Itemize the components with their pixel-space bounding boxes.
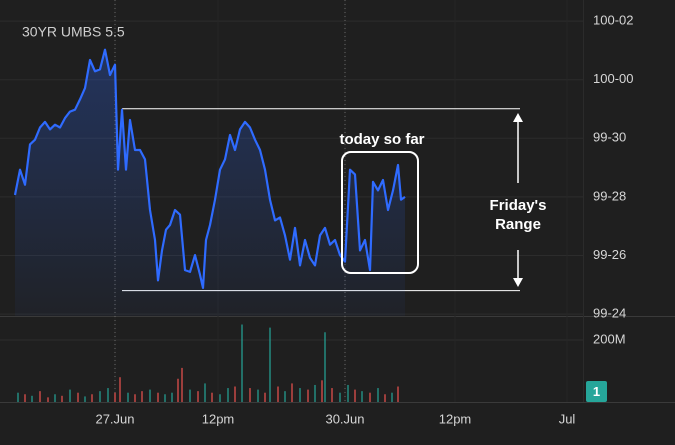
badge: 1 <box>586 381 607 402</box>
x-tick-label: 27.Jun <box>95 411 134 426</box>
volume-bar <box>171 392 173 402</box>
arrow-up-head <box>513 113 523 122</box>
volume-bar <box>257 389 259 402</box>
volume-bar <box>324 332 326 402</box>
volume-bar <box>77 392 79 402</box>
volume-bar <box>397 386 399 402</box>
x-tick-label: Jul <box>559 411 576 426</box>
volume-bar <box>234 386 236 402</box>
volume-bar <box>114 392 116 402</box>
volume-bar <box>241 324 243 402</box>
volume-bar <box>264 392 266 402</box>
volume-tick-label: 200M <box>593 331 626 346</box>
range-label: Friday's Range <box>489 197 547 233</box>
volume-bar <box>61 395 63 402</box>
highlight-box <box>341 151 419 274</box>
volume-bar <box>339 392 341 402</box>
volume-bar <box>189 389 191 402</box>
volume-bar <box>361 391 363 402</box>
volume-bar <box>314 384 316 402</box>
volume-bar <box>149 389 151 402</box>
volume-bar <box>181 367 183 402</box>
y-tick-label: 100-00 <box>593 71 633 86</box>
volume-bar <box>291 383 293 402</box>
volume-bar <box>107 388 109 402</box>
x-tick-label: 12pm <box>439 411 472 426</box>
volume-bar <box>284 391 286 402</box>
volume-bar <box>331 388 333 402</box>
volume-bar <box>219 394 221 402</box>
volume-bar <box>321 380 323 402</box>
y-tick-label: 99-28 <box>593 188 626 203</box>
volume-bar <box>69 389 71 402</box>
volume-bar <box>277 386 279 402</box>
volume-bar <box>204 383 206 402</box>
x-tick-label: 12pm <box>202 411 235 426</box>
volume-bar <box>99 391 101 402</box>
volume-bar <box>127 392 129 402</box>
price-area <box>15 49 405 316</box>
volume-bar <box>47 397 49 402</box>
volume-bar <box>39 391 41 402</box>
volume-bar <box>391 392 393 402</box>
volume-bar <box>369 392 371 402</box>
volume-bar <box>164 394 166 402</box>
volume-bar <box>307 389 309 402</box>
volume-bar <box>299 388 301 402</box>
volume-bar <box>17 392 19 402</box>
volume-bar <box>377 388 379 402</box>
volume-bar <box>54 394 56 402</box>
volume-bar <box>269 327 271 402</box>
y-tick-label: 99-30 <box>593 130 626 145</box>
volume-bar <box>354 389 356 402</box>
y-tick-label: 100-02 <box>593 13 633 28</box>
y-tick-label: 99-26 <box>593 247 626 262</box>
volume-bar <box>249 388 251 402</box>
y-tick-label: 99-24 <box>593 306 626 321</box>
volume-bar <box>91 394 93 402</box>
volume-bar <box>134 394 136 402</box>
volume-bar <box>227 388 229 402</box>
volume-bar <box>347 384 349 402</box>
volume-bar <box>31 395 33 402</box>
volume-bar <box>177 378 179 402</box>
volume-bar <box>24 394 26 402</box>
volume-bar <box>211 392 213 402</box>
volume-bar <box>197 391 199 402</box>
volume-bar <box>84 396 86 402</box>
highlight-label: today so far <box>339 131 425 148</box>
chart-title: 30YR UMBS 5.5 <box>22 24 125 40</box>
arrow-down-head <box>513 278 523 287</box>
volume-bar <box>119 377 121 402</box>
volume-bar <box>157 392 159 402</box>
volume-bar <box>141 391 143 402</box>
x-tick-label: 30.Jun <box>325 411 364 426</box>
volume-bar <box>384 394 386 402</box>
